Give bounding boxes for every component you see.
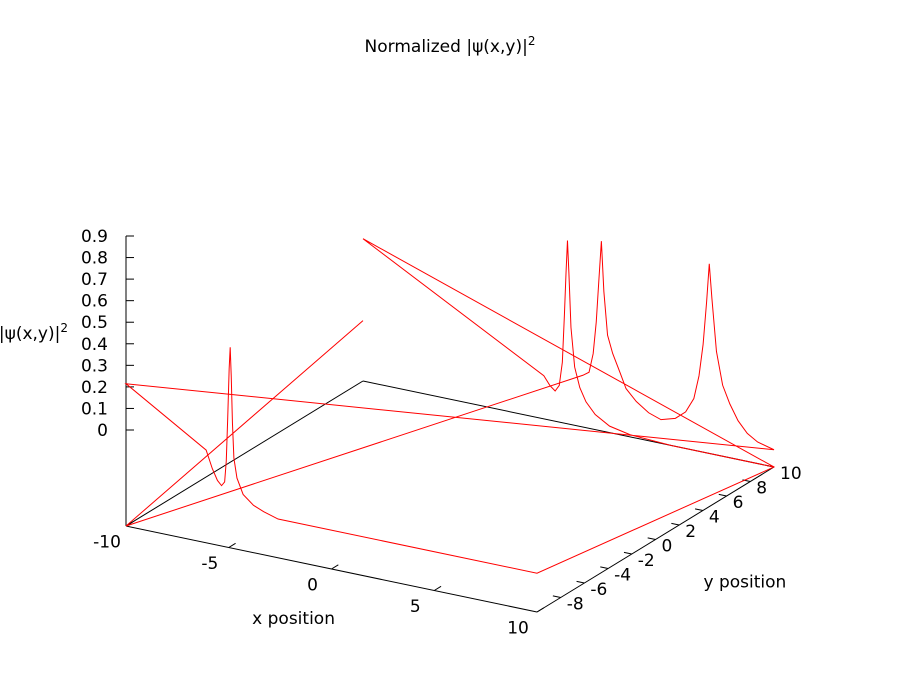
y-tick-label: 0 bbox=[662, 537, 673, 557]
x-ticks: -10 -5 0 5 10 bbox=[93, 521, 545, 639]
z-axis-label: |ψ(x,y)|2 bbox=[0, 321, 68, 344]
x-tick-label: 5 bbox=[410, 597, 421, 617]
y-tick-label: -8 bbox=[567, 595, 584, 615]
z-tick-label: 0.1 bbox=[81, 399, 108, 419]
y-tick-label: 2 bbox=[685, 522, 696, 542]
x-tick-label: -10 bbox=[93, 533, 121, 553]
y-tick-label: -6 bbox=[590, 580, 607, 600]
y-back-edge bbox=[125, 380, 364, 527]
series-line bbox=[124, 238, 776, 574]
y-tick-mark bbox=[600, 566, 609, 569]
y-tick-mark bbox=[718, 493, 727, 497]
z-ticks: 00.10.20.30.40.50.60.70.80.9 bbox=[81, 227, 134, 441]
y-tick-label: 6 bbox=[733, 493, 744, 513]
y-tick-label: 4 bbox=[709, 508, 720, 528]
x-tick-mark bbox=[228, 542, 236, 548]
z-tick-label: 0.2 bbox=[81, 378, 108, 398]
y-tick-mark bbox=[694, 508, 704, 511]
z-tick-label: 0.3 bbox=[81, 356, 108, 376]
y-tick-mark bbox=[552, 595, 561, 598]
y-tick-label: -4 bbox=[614, 566, 631, 586]
x-tick-mark bbox=[536, 607, 545, 613]
base-frame bbox=[125, 236, 775, 613]
y-tick-label: 10 bbox=[780, 464, 802, 484]
x-tick-mark bbox=[331, 564, 339, 570]
z-tick-label: 0 bbox=[97, 421, 108, 441]
y-tick-mark bbox=[623, 551, 632, 555]
y-tick-mark bbox=[671, 522, 680, 526]
z-tick-label: 0.5 bbox=[81, 313, 108, 333]
y-tick-mark bbox=[576, 580, 585, 584]
y-axis-label: y position bbox=[704, 573, 787, 593]
x-tick-label: -5 bbox=[201, 554, 218, 574]
x-tick-mark bbox=[433, 585, 442, 591]
x-axis-label: x position bbox=[252, 609, 335, 629]
y-tick-label: -2 bbox=[638, 551, 655, 571]
z-tick-label: 0.7 bbox=[81, 270, 108, 290]
series-layer bbox=[124, 238, 776, 574]
z-tick-label: 0.4 bbox=[81, 335, 108, 355]
chart-title: Normalized |ψ(x,y)|2 bbox=[365, 34, 536, 57]
z-tick-label: 0.6 bbox=[81, 292, 108, 312]
y-tick-mark bbox=[647, 537, 656, 540]
y-tick-label: 8 bbox=[756, 479, 767, 499]
z-tick-label: 0.8 bbox=[81, 249, 108, 269]
x-tick-label: 10 bbox=[507, 619, 529, 639]
x-tick-label: 0 bbox=[307, 576, 318, 596]
z-tick-label: 0.9 bbox=[81, 227, 108, 247]
